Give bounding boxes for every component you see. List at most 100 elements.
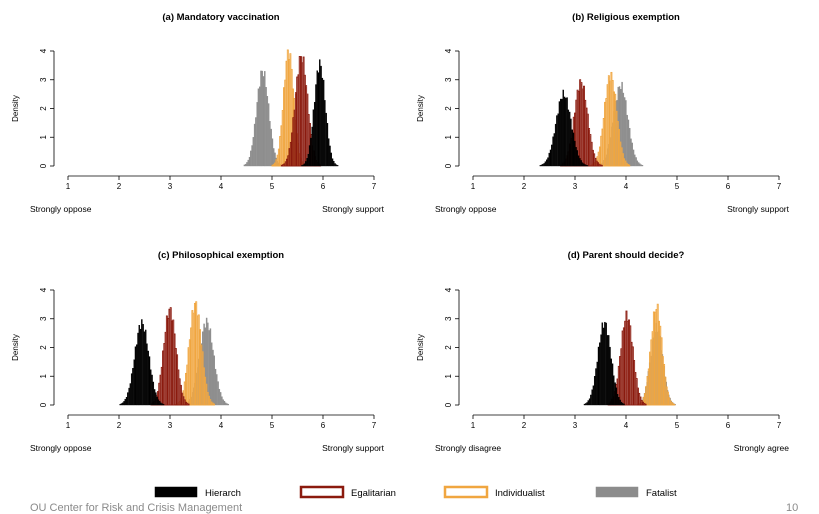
histogram-bar xyxy=(158,401,161,406)
histogram-bar xyxy=(623,403,625,406)
y-axis-title: Density xyxy=(416,334,425,361)
histogram-bar xyxy=(630,138,632,167)
x-tick-label: 5 xyxy=(270,421,275,430)
histogram-bar xyxy=(595,368,597,406)
histogram-bar xyxy=(223,400,226,406)
histogram-bar xyxy=(588,398,591,406)
histogram-bar xyxy=(221,396,223,406)
x-tick-label: 4 xyxy=(624,182,629,191)
histogram-bar xyxy=(148,356,151,406)
histogram-bar xyxy=(130,373,133,406)
histogram-bar xyxy=(609,346,611,406)
x-tick-label: 4 xyxy=(219,182,224,191)
histogram-bar xyxy=(610,358,612,406)
histogram-bar xyxy=(151,374,153,406)
histogram-bar xyxy=(548,152,550,167)
x-tick-label: 3 xyxy=(573,182,578,191)
histogram-bar xyxy=(540,164,543,167)
histogram-bar xyxy=(561,98,563,167)
histogram-bar xyxy=(144,329,147,406)
histogram-bar xyxy=(592,385,595,406)
legend-swatch xyxy=(299,485,345,499)
histogram-bar xyxy=(213,403,216,406)
histogram-bar xyxy=(570,118,572,167)
legend-swatch xyxy=(154,486,198,498)
histogram-bar xyxy=(147,350,149,406)
histogram-bar xyxy=(604,321,606,406)
histogram-bar xyxy=(628,164,631,167)
histogram-bar xyxy=(157,399,160,406)
y-tick-label: 4 xyxy=(444,48,453,53)
y-tick-label: 3 xyxy=(39,77,48,82)
histogram-bar xyxy=(634,154,636,167)
histogram-bar xyxy=(639,163,641,167)
histogram-bar xyxy=(321,77,324,167)
histogram-bar xyxy=(635,157,637,167)
histogram-bar xyxy=(246,162,248,167)
histogram-bar xyxy=(262,76,265,167)
histogram-bar xyxy=(543,163,545,167)
panel-c-philosophical-exemption: (c) Philosophical exemption 0 1 2 3 4 Density 1… xyxy=(11,250,385,453)
histogram-bar xyxy=(209,328,212,406)
histogram-bar xyxy=(324,100,326,167)
histogram-bar xyxy=(551,144,553,167)
x-tick-label: 6 xyxy=(321,182,326,191)
histogram-bar xyxy=(620,401,623,406)
x-tick-label: 1 xyxy=(471,182,476,191)
histogram-bar xyxy=(219,392,222,406)
x-right-label: Strongly support xyxy=(322,443,385,453)
histogram-bar xyxy=(545,159,548,167)
histogram-bar xyxy=(162,403,165,406)
histogram-bar xyxy=(325,112,327,167)
series-hierarch xyxy=(301,59,339,167)
histogram-bar xyxy=(581,162,584,167)
histogram-bar xyxy=(641,164,644,167)
x-tick-label: 3 xyxy=(573,421,578,430)
y-tick-label: 2 xyxy=(444,345,453,350)
histogram-bar xyxy=(333,161,335,167)
histogram-bar xyxy=(312,109,315,167)
histogram-bar xyxy=(580,160,582,167)
histogram-bar xyxy=(539,165,542,167)
legend-item-individualist: Individualist xyxy=(443,485,545,499)
histogram-bar xyxy=(618,397,620,406)
legend-item-hierarch: Hierarch xyxy=(154,486,241,499)
histogram-bar xyxy=(631,142,633,167)
histogram-bar xyxy=(125,396,128,406)
x-tick-label: 4 xyxy=(624,421,629,430)
histogram-bar xyxy=(260,70,262,167)
panel-d-parent-should-decide: (d) Parent should decide? 0 1 2 3 4 Density 1 2 3… xyxy=(416,250,789,453)
legend: Hierarch Egalitarian Individualist Fatalist xyxy=(154,485,677,499)
histogram-bar xyxy=(308,145,311,167)
histogram-bar xyxy=(590,394,592,406)
x-tick-label: 5 xyxy=(675,182,680,191)
histogram-bar xyxy=(226,403,228,406)
histogram-bar xyxy=(640,164,642,167)
y-tick-label: 2 xyxy=(39,106,48,111)
histogram-bar xyxy=(218,388,221,406)
histogram-bar xyxy=(119,404,121,406)
histogram-bar xyxy=(586,165,589,167)
histogram-bar xyxy=(214,368,217,406)
legend-item-egalitarian: Egalitarian xyxy=(299,485,396,499)
histogram-bar xyxy=(253,123,256,167)
y-tick-label: 3 xyxy=(39,316,48,321)
histogram-bar xyxy=(317,72,320,167)
histogram-bar xyxy=(614,382,616,406)
histogram-bar xyxy=(143,331,146,406)
histogram-bar xyxy=(579,158,581,167)
histogram-bar xyxy=(336,165,339,167)
histogram-bar xyxy=(591,389,593,406)
histogram-bar xyxy=(265,87,267,167)
histogram-bar xyxy=(565,97,567,167)
histogram-bar xyxy=(256,102,258,167)
y-tick-label: 4 xyxy=(444,287,453,292)
x-tick-label: 6 xyxy=(321,421,326,430)
y-tick-label: 4 xyxy=(39,48,48,53)
histogram-bar xyxy=(619,399,621,406)
x-tick-label: 5 xyxy=(675,421,680,430)
x-tick-label: 5 xyxy=(270,182,275,191)
histogram-bar xyxy=(586,402,588,406)
x-tick-label: 2 xyxy=(117,182,122,191)
